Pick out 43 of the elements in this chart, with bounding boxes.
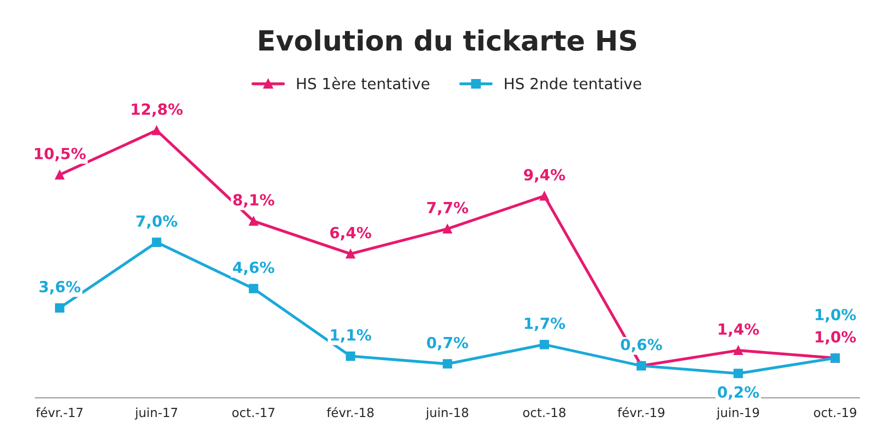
point — [734, 368, 743, 378]
data-label: 4,6% — [233, 262, 274, 276]
data-label: 7,0% — [136, 215, 178, 229]
x-tick-label: oct.-19 — [814, 408, 856, 418]
data-label: 1,0% — [816, 308, 856, 322]
data-label: 12,8% — [132, 103, 183, 117]
point — [248, 284, 258, 294]
legend-label: HS 2nde tentative — [504, 78, 642, 90]
x-tick-label: févr.-17 — [36, 407, 83, 418]
data-label: 1,7% — [524, 318, 566, 332]
x-tick-label: juin-17 — [134, 408, 178, 420]
data-label: 7,7% — [427, 202, 468, 216]
chart-title: Evolution du tickarte HS — [259, 29, 636, 51]
point — [152, 238, 162, 247]
data-label: 1,1% — [331, 329, 372, 343]
data-label: 0,2% — [718, 386, 759, 400]
data-label: 1,4% — [718, 323, 759, 337]
point — [54, 303, 64, 313]
point — [346, 351, 356, 361]
data-label: 1,0% — [816, 331, 856, 345]
x-tick-label: juin-19 — [716, 408, 759, 420]
data-label: 0,6% — [620, 338, 662, 352]
x-tick-label: juin-18 — [426, 408, 468, 420]
point — [346, 249, 356, 259]
data-label: 9,4% — [524, 168, 566, 182]
x-tick-label: oct.-18 — [523, 408, 566, 418]
data-label: 3,6% — [40, 280, 80, 294]
data-label: 10,5% — [34, 148, 86, 162]
data-label: 8,1% — [233, 194, 274, 208]
point — [734, 346, 743, 356]
point — [54, 170, 64, 180]
x-tick-label: févr.-19 — [618, 407, 664, 418]
point — [442, 359, 452, 369]
x-tick-label: févr.-18 — [326, 407, 374, 418]
point — [248, 216, 258, 226]
point — [540, 340, 550, 350]
point — [152, 126, 162, 136]
point — [540, 191, 550, 201]
data-label: 0,7% — [426, 336, 468, 350]
point — [442, 224, 452, 234]
data-label: 6,4% — [330, 226, 372, 240]
legend-label: HS 1ère tentative — [297, 76, 430, 90]
x-tick-label: oct.-17 — [232, 408, 274, 418]
